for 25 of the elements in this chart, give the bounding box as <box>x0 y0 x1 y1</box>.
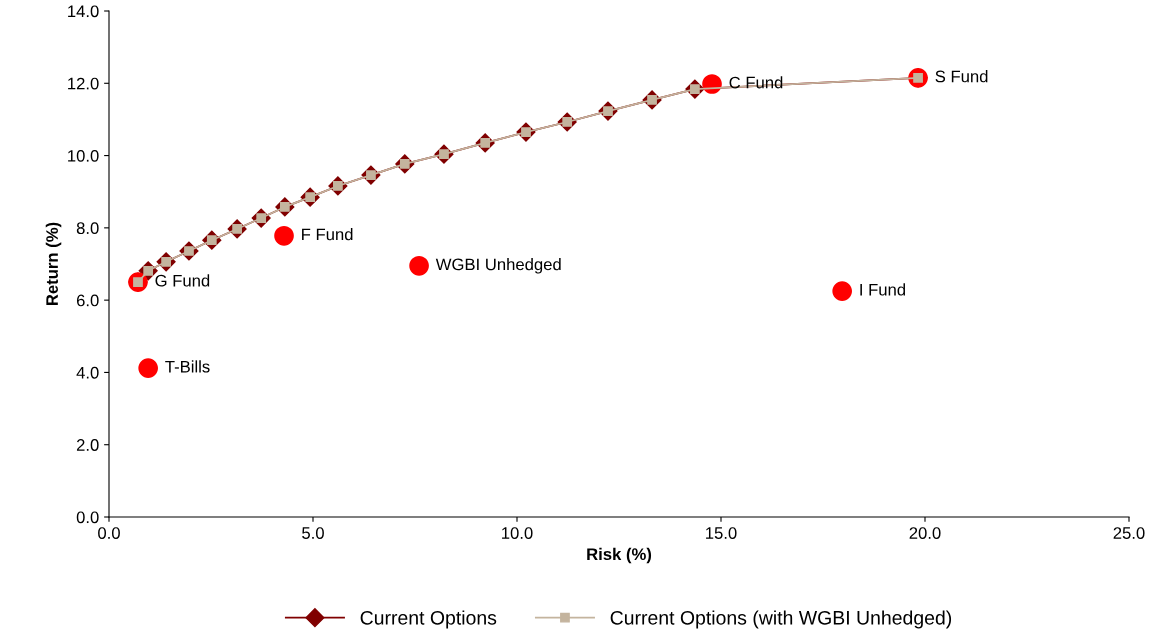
y-tick-label: 12.0 <box>68 77 99 90</box>
y-tick-label: 6.0 <box>76 294 99 307</box>
legend-label: Current Options <box>360 610 497 629</box>
annotation: C Fund <box>729 76 783 89</box>
annotation: S Fund <box>935 70 988 83</box>
x-tick-label: 15.0 <box>706 527 737 539</box>
annotation: G Fund <box>155 274 210 287</box>
legend-label: Current Options (with WGBI Unhedged) <box>610 610 952 629</box>
y-tick-label: 14.0 <box>68 5 99 18</box>
annotation: I Fund <box>860 283 906 296</box>
annotation: F Fund <box>302 228 353 241</box>
y-tick-label: 8.0 <box>76 222 99 235</box>
x-tick-label: 10.0 <box>502 527 533 539</box>
x-tick-label: 25.0 <box>1113 527 1145 539</box>
x-tick-label: 20.0 <box>909 527 941 539</box>
y-axis-title: Return (%) <box>45 222 62 306</box>
x-tick-label: 5.0 <box>302 527 324 539</box>
x-axis-title: Risk (%) <box>587 547 652 564</box>
annotation: WGBI Unhedged <box>435 258 561 274</box>
y-tick-label: 0.0 <box>76 511 99 524</box>
y-tick-label: 10.0 <box>68 149 99 162</box>
y-tick-label: 2.0 <box>76 439 99 451</box>
x-tick-label: 0.0 <box>98 527 120 539</box>
y-tick-label: 4.0 <box>76 366 99 379</box>
annotation: T-Bills <box>165 360 210 373</box>
